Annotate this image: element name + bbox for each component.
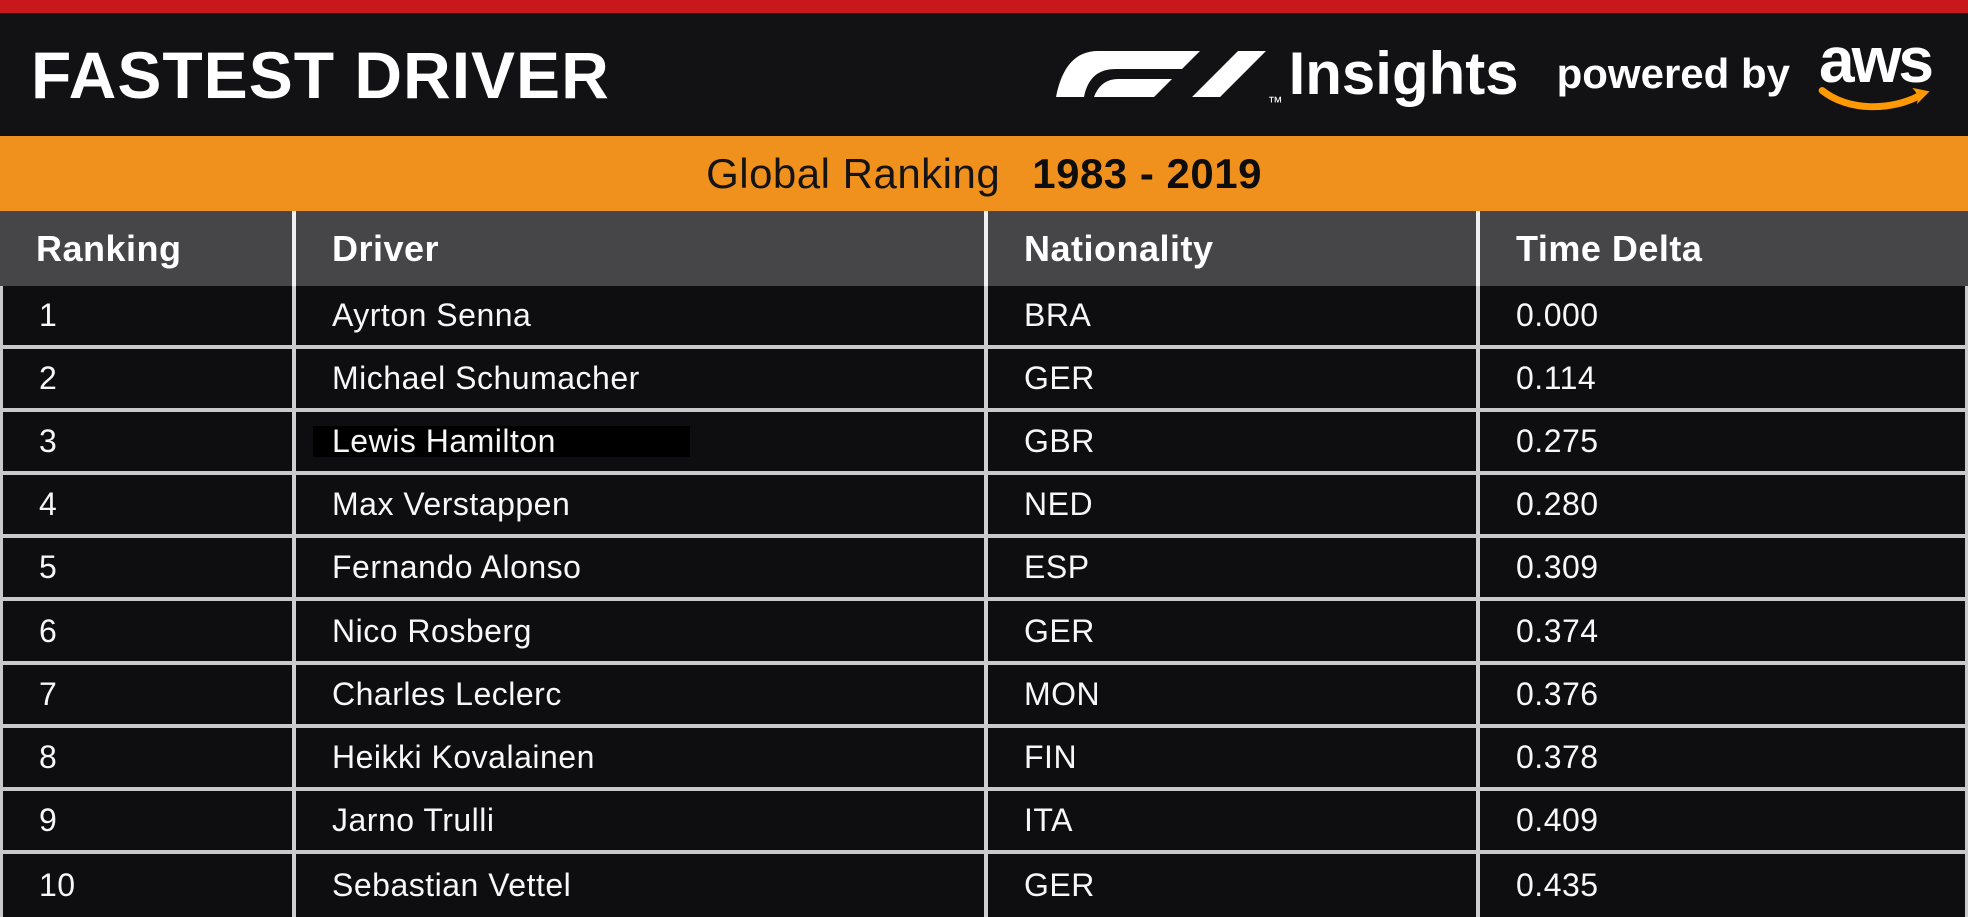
nationality-cell: GBR	[984, 412, 1476, 472]
driver-cell: Ayrton Senna	[292, 286, 984, 346]
insights-wordmark: Insights	[1288, 40, 1519, 108]
time-delta-cell: 0.435	[1476, 853, 1965, 917]
ranking-cell: 5	[39, 549, 58, 586]
column-header-time-delta: Time Delta	[1476, 211, 1968, 286]
banner-season-range: 1983 - 2019	[1032, 149, 1262, 197]
table-row: 3 Lewis Hamilton GBR 0.275	[0, 412, 1968, 476]
table-row: 4 Max Verstappen NED 0.280	[0, 475, 1968, 539]
driver-cell: Heikki Kovalainen	[292, 727, 984, 787]
driver-cell: Sebastian Vettel	[292, 853, 984, 917]
ranking-cell: 9	[39, 801, 58, 838]
nationality-cell: GER	[984, 349, 1476, 409]
column-header-nationality: Nationality	[984, 211, 1476, 286]
ranking-cell: 7	[39, 675, 58, 712]
table-row: 6 Nico Rosberg GER 0.374	[0, 601, 1968, 665]
table-row: 10 Sebastian Vettel GER 0.435	[0, 853, 1968, 917]
ranking-cell: 6	[39, 612, 58, 649]
ranking-cell: 8	[39, 738, 58, 775]
table-header-row: Ranking Driver Nationality Time Delta	[0, 211, 1968, 286]
time-delta-cell: 0.275	[1476, 412, 1965, 472]
masthead: FASTEST DRIVER ™ Insights powered by aws	[0, 13, 1968, 136]
driver-cell: Nico Rosberg	[292, 601, 984, 661]
driver-cell: Charles Leclerc	[292, 664, 984, 724]
column-header-ranking: Ranking	[36, 227, 182, 269]
sub-header-banner: Global Ranking 1983 - 2019	[0, 136, 1968, 211]
driver-cell: Michael Schumacher	[292, 349, 984, 409]
table-row: 1 Ayrton Senna BRA 0.000	[0, 286, 1968, 350]
f1-logo-icon	[1054, 51, 1266, 98]
driver-cell: Fernando Alonso	[292, 538, 984, 598]
nationality-cell: MON	[984, 664, 1476, 724]
table-row: 2 Michael Schumacher GER 0.114	[0, 349, 1968, 413]
driver-cell: Lewis Hamilton	[292, 412, 984, 472]
table-row: 8 Heikki Kovalainen FIN 0.378	[0, 727, 1968, 791]
nationality-cell: FIN	[984, 727, 1476, 787]
time-delta-cell: 0.376	[1476, 664, 1965, 724]
brand-lockup: ™ Insights powered by aws	[1054, 23, 1934, 114]
powered-by-label: powered by	[1556, 50, 1790, 98]
top-red-stripe	[0, 0, 1968, 13]
aws-logo: aws	[1816, 23, 1934, 114]
banner-label: Global Ranking	[706, 149, 1001, 197]
nationality-cell: ITA	[984, 790, 1476, 850]
redacted-driver-name: Lewis Hamilton	[313, 423, 690, 459]
column-header-driver: Driver	[292, 211, 984, 286]
ranking-cell: 3	[39, 423, 58, 460]
table-row: 7 Charles Leclerc MON 0.376	[0, 664, 1968, 728]
time-delta-cell: 0.000	[1476, 286, 1965, 346]
driver-cell: Jarno Trulli	[292, 790, 984, 850]
trademark-mark: ™	[1267, 94, 1283, 112]
time-delta-cell: 0.378	[1476, 727, 1965, 787]
time-delta-cell: 0.374	[1476, 601, 1965, 661]
nationality-cell: ESP	[984, 538, 1476, 598]
ranking-cell: 2	[39, 360, 58, 397]
ranking-cell: 4	[39, 486, 58, 523]
table-row: 9 Jarno Trulli ITA 0.409	[0, 790, 1968, 854]
nationality-cell: NED	[984, 475, 1476, 535]
page-title: FASTEST DRIVER	[31, 37, 610, 112]
time-delta-cell: 0.409	[1476, 790, 1965, 850]
aws-smile-icon	[1818, 87, 1930, 111]
aws-wordmark: aws	[1819, 23, 1934, 96]
time-delta-cell: 0.280	[1476, 475, 1965, 535]
table-body: 1 Ayrton Senna BRA 0.000 2 Michael Schumacher…	[0, 286, 1968, 917]
nationality-cell: GER	[984, 853, 1476, 917]
time-delta-cell: 0.309	[1476, 538, 1965, 598]
ranking-cell: 10	[39, 866, 76, 903]
table-row: 5 Fernando Alonso ESP 0.309	[0, 538, 1968, 602]
driver-cell: Max Verstappen	[292, 475, 984, 535]
ranking-cell: 1	[39, 297, 58, 334]
nationality-cell: GER	[984, 601, 1476, 661]
time-delta-cell: 0.114	[1476, 349, 1965, 409]
nationality-cell: BRA	[984, 286, 1476, 346]
